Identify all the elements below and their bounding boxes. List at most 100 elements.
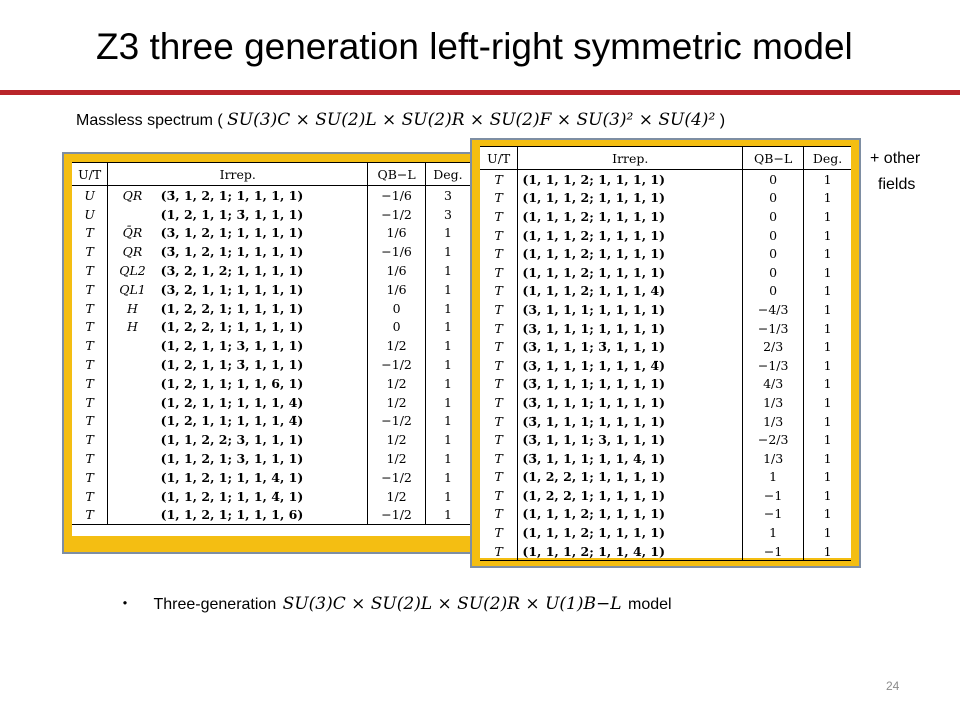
table-row: T (1, 2, 2, 1; 1, 1, 1, 1) 1 1 (480, 467, 851, 487)
header-qbl: QB−L (742, 146, 805, 170)
cell-q: −1/2 (367, 204, 426, 224)
cell-irrep: (1, 2, 1, 1; 1, 1, 6, 1) (156, 373, 369, 393)
table-row: T (1, 2, 1, 1; 3, 1, 1, 1) 1/2 1 (72, 336, 470, 356)
cell-irrep: (3̄, 1, 2, 1; 1, 1, 1, 1) (156, 242, 369, 262)
cell-ut: T (480, 448, 519, 468)
cell-q: −1/2 (367, 467, 426, 487)
cell-ut: T (72, 279, 109, 299)
table-row: T (1, 1, 1, 2; 1, 1, 1, 1) 0 1 (480, 188, 851, 208)
cell-irrep: (1, 2, 1, 1; 1, 1, 1, 4̄) (156, 411, 369, 431)
cell-q: 1/2 (367, 392, 426, 412)
cell-q: 0 (742, 169, 805, 189)
table-row: T (1, 1, 1, 2; 1, 1, 4, 1) −1 1 (480, 541, 851, 562)
cell-ut: T (72, 355, 109, 374)
cell-ut: T (480, 541, 519, 562)
cell-ut: T (72, 373, 109, 393)
cell-label (108, 355, 157, 374)
cell-ut: T (480, 244, 519, 263)
cell-deg: 1 (823, 339, 832, 355)
cell-irrep: (1, 1, 2, 1; 1, 1, 4, 1) (156, 467, 369, 487)
cell-q: 1/2 (367, 486, 426, 506)
cell-irrep: (1, 1, 1, 2; 1, 1, 1, 1) (517, 188, 744, 208)
table-row: T (1, 1, 2, 1; 1, 1, 4, 1) −1/2 1 (72, 467, 470, 487)
cell-q: −1/6 (367, 185, 426, 205)
cell-deg: 1 (823, 506, 832, 522)
cell-q: 4/3 (742, 374, 805, 394)
cell-q: −1 (742, 541, 805, 562)
cell-label (108, 430, 157, 449)
cell-deg: 1 (823, 487, 832, 503)
cell-irrep: (3̄, 1, 1, 1; 1, 1, 1, 1) (517, 393, 744, 412)
cell-deg: 3 (443, 187, 452, 203)
cell-label: H (127, 319, 138, 335)
cell-q: −1/6 (367, 242, 426, 262)
table-row: T (3, 1, 1, 1; 1, 1, 1, 4̄) −1/3 1 (480, 355, 851, 375)
cell-deg: 1 (823, 525, 832, 541)
cell-irrep: (3̄, 1, 1, 1; 1, 1, 1, 1) (517, 374, 744, 394)
cell-irrep: (3̄, 1, 1, 1; 3, 1, 1, 1) (517, 430, 744, 449)
table-row: T QL2 (3, 2, 1, 2; 1, 1, 1, 1) 1/6 1 (72, 261, 470, 280)
subtitle-suffix: ) (719, 112, 726, 129)
cell-irrep: (1, 2, 1, 1; 3̄, 1, 1, 1) (156, 204, 369, 224)
cell-ut: T (72, 411, 109, 431)
cell-ut: T (480, 486, 519, 505)
cell-label (108, 374, 157, 393)
cell-deg: 1 (443, 338, 452, 354)
cell-deg: 1 (823, 190, 832, 206)
cell-irrep: (1, 1, 1, 2; 1, 1, 1, 1) (517, 504, 744, 524)
table-row: T (1, 2, 1, 1; 1, 1, 1, 4̄) −1/2 1 (72, 411, 470, 431)
table-row: T (1, 1, 1, 2; 1, 1, 1, 1) 0 1 (480, 262, 851, 282)
table-row: T H (1, 2, 2, 1; 1, 1, 1, 1) 0 1 (72, 298, 470, 318)
cell-q: −1/3 (742, 355, 805, 375)
cell-label (108, 449, 157, 468)
cell-deg: 1 (443, 244, 452, 260)
cell-irrep: (1, 1, 2, 1; 1, 1, 1, 6) (156, 505, 369, 526)
cell-label: QR (122, 244, 143, 260)
table-row: T QL1 (3, 2, 1, 1; 1, 1, 1, 1) 1/6 1 (72, 279, 470, 299)
cell-irrep: (1, 1, 1, 2; 1, 1, 1, 1) (517, 523, 744, 542)
cell-deg: 1 (823, 171, 832, 187)
right-table-paper: U/T Irrep. QB−L Deg. T (1, 1, 1, 2; 1, 1,… (480, 146, 851, 562)
cell-ut: T (480, 504, 519, 524)
cell-deg: 1 (823, 264, 832, 280)
cell-deg: 1 (443, 413, 452, 429)
cell-irrep: (3̄, 1, 1, 1; 1, 1, 4, 1) (517, 448, 744, 468)
table-row: T (3, 1, 1, 1; 1, 1, 1, 1) −4/3 1 (480, 300, 851, 319)
cell-deg: 1 (823, 394, 832, 410)
cell-deg: 1 (443, 488, 452, 504)
title-divider (0, 90, 960, 95)
header-ut: U/T (480, 146, 519, 170)
cell-irrep: (1, 1, 1, 2; 1, 1, 1, 1) (517, 262, 744, 282)
cell-deg: 1 (443, 225, 452, 241)
cell-q: 1/3 (742, 393, 805, 412)
cell-q: 1/6 (367, 261, 426, 280)
cell-ut: T (72, 486, 109, 506)
cell-deg: 1 (823, 450, 832, 466)
cell-irrep: (1, 2, 2, 1; 1, 1, 1, 1) (156, 317, 369, 337)
cell-deg: 1 (443, 319, 452, 335)
cell-q: 0 (367, 298, 426, 318)
other-fields-line1: + other (870, 150, 921, 167)
cell-irrep: (1, 1, 1, 2; 1, 1, 1, 4) (517, 281, 744, 301)
header-deg: Deg. (803, 146, 851, 170)
table-row: T (1, 1, 1, 2; 1, 1, 1, 4) 0 1 (480, 281, 851, 301)
cell-irrep: (3̄, 1, 1, 1; 1, 1, 1, 1) (517, 411, 744, 431)
cell-irrep: (3, 1, 1, 1; 1, 1, 1, 1) (517, 300, 744, 319)
cell-ut: T (72, 261, 109, 280)
cell-deg: 1 (443, 432, 452, 448)
cell-q: −2/3 (742, 430, 805, 449)
cell-irrep: (1, 1, 2, 1; 3, 1, 1, 1) (156, 449, 369, 468)
table-row: T (3, 1, 1, 1; 1, 1, 1, 1) −1/3 1 (480, 318, 851, 338)
cell-deg: 1 (425, 505, 470, 526)
cell-ut: T (480, 337, 519, 356)
cell-ut: U (72, 185, 109, 205)
bullet-dot: ・ (117, 596, 134, 613)
cell-ut: U (72, 204, 109, 224)
cell-ut: T (480, 188, 519, 208)
table-row: T (3̄, 1, 1, 1; 1, 1, 1, 1) 1/3 1 (480, 411, 851, 431)
cell-q: 0 (742, 225, 805, 245)
cell-q: 0 (742, 281, 805, 301)
subtitle: Massless spectrum ( SU(3)C × SU(2)L × SU… (76, 110, 725, 130)
left-table-body: U QR (3̄, 1, 2, 1; 1, 1, 1, 1) −1/6 3 U (1, 2,… (72, 185, 470, 526)
cell-ut: T (480, 355, 519, 375)
